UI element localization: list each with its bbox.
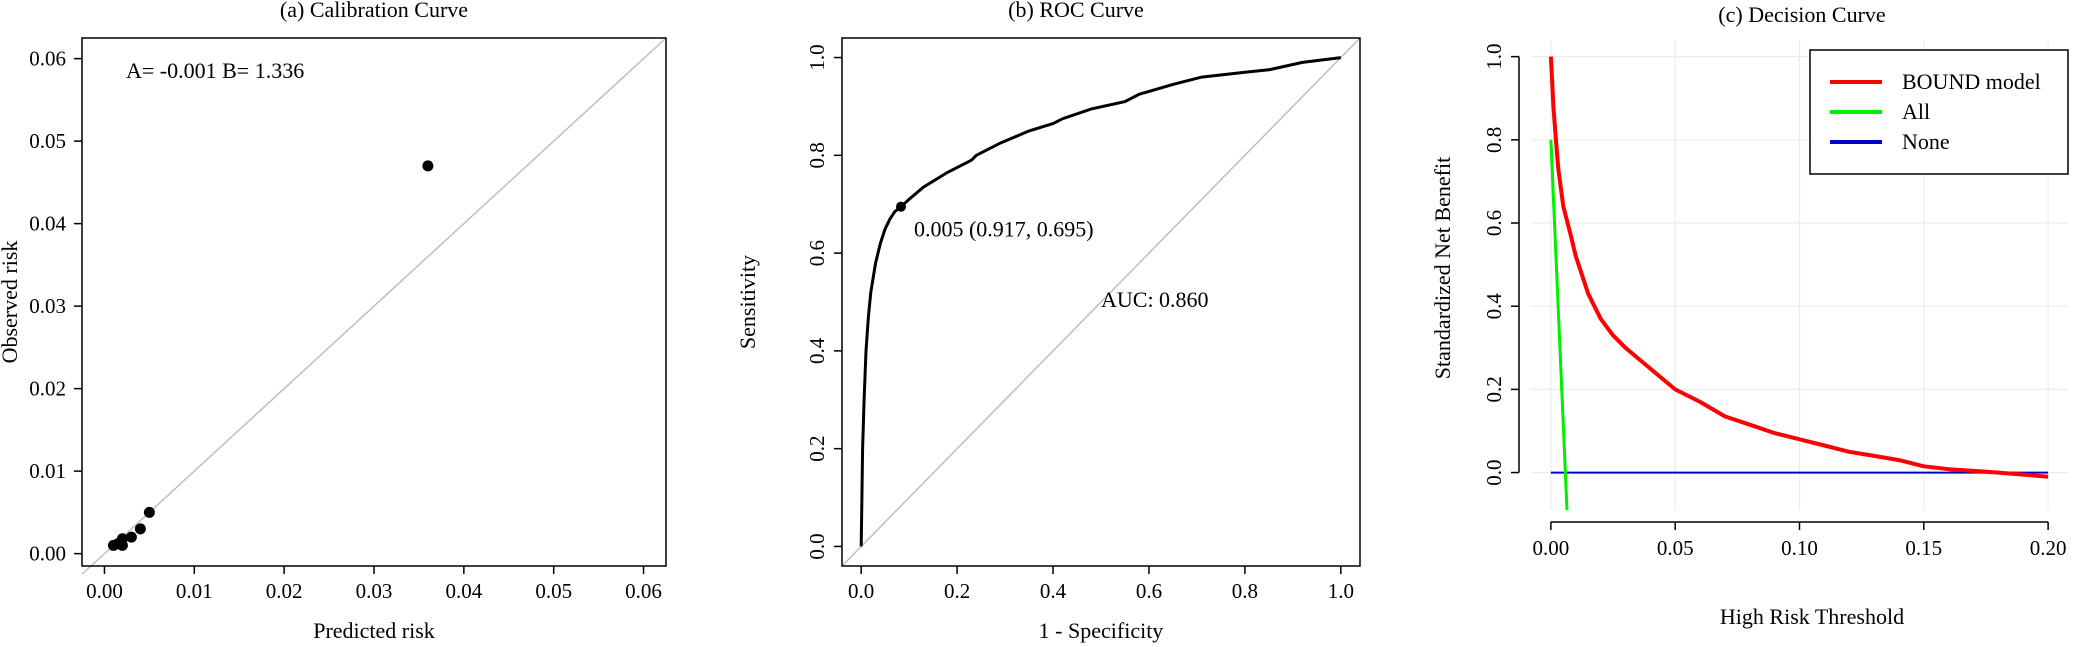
- calibration-xtick-label: 0.01: [176, 579, 213, 603]
- calibration-points: [107, 160, 434, 551]
- decision-ytick-label: 0.0: [1482, 459, 1506, 485]
- decision-ylabel: Standardized Net Benefit: [1430, 157, 1455, 379]
- decision-series: [1548, 56, 2049, 511]
- roc-y-axis: 0.0 0.2 0.4 0.6 0.8 1.0: [805, 44, 842, 560]
- calibration-xlabel: Predicted risk: [313, 618, 435, 643]
- calibration-xtick-label: 0.05: [535, 579, 572, 603]
- roc-xtick-label: 0.4: [1040, 579, 1067, 603]
- decision-ytick-label: 0.6: [1482, 210, 1506, 236]
- decision-xtick-label: 0.00: [1533, 536, 1570, 560]
- roc-curve-line-0: [859, 56, 1341, 547]
- roc-ytick-label: 0.2: [805, 436, 829, 462]
- roc-ytick-label: 0.0: [805, 533, 829, 559]
- decision-legend-label: BOUND model: [1902, 69, 2041, 94]
- roc-xlabel: 1 - Specificity: [1039, 618, 1164, 643]
- roc-reference-line: [841, 37, 1361, 567]
- calibration-ytick-label: 0.03: [29, 294, 66, 318]
- calibration-point-6: [143, 506, 155, 518]
- calibration-ytick-label: 0.06: [29, 47, 66, 71]
- roc-xtick-label: 0.2: [944, 579, 970, 603]
- calibration-ytick-label: 0.01: [29, 459, 66, 483]
- calibration-x-axis: 0.00 0.01 0.02 0.03 0.04 0.05 0.06: [86, 566, 662, 603]
- decision-ytick-label: 0.8: [1482, 127, 1506, 153]
- calibration-point-5: [134, 523, 146, 535]
- roc-panel: (b) ROC Curve 0.0 0.2 0.4 0.6 0.8 1.0 0.00.20…: [735, 0, 1361, 643]
- calibration-plot-frame: [81, 37, 667, 567]
- decision-legend-label: All: [1902, 99, 1930, 124]
- calibration-title: (a) Calibration Curve: [280, 0, 468, 22]
- decision-ytick-label: 0.4: [1482, 293, 1506, 320]
- roc-xtick-label: 0.8: [1232, 579, 1258, 603]
- decision-xlabel: High Risk Threshold: [1720, 604, 1904, 629]
- calibration-ytick-label: 0.05: [29, 129, 66, 153]
- roc-diagonal: [841, 37, 1361, 567]
- decision-xtick-label: 0.10: [1781, 536, 1818, 560]
- roc-xtick-label: 0.6: [1136, 579, 1162, 603]
- calibration-ytick-label: 0.00: [29, 542, 66, 566]
- roc-title: (b) ROC Curve: [1008, 0, 1144, 22]
- decision-xtick-label: 0.05: [1657, 536, 1694, 560]
- roc-xtick-label: 1.0: [1328, 579, 1354, 603]
- roc-threshold-point: [895, 201, 906, 212]
- calibration-point-3: [116, 533, 128, 545]
- decision-legend: BOUND model All None: [1809, 49, 2069, 175]
- roc-auc-label: AUC: 0.860: [1101, 287, 1209, 312]
- roc-xtick-label: 0.0: [848, 579, 874, 603]
- decision-title: (c) Decision Curve: [1718, 2, 1885, 27]
- roc-ytick-label: 0.6: [805, 240, 829, 266]
- decision-series-all: [1549, 139, 1569, 511]
- calibration-ylabel: Observed risk: [0, 241, 22, 364]
- calibration-xtick-label: 0.04: [445, 579, 482, 603]
- decision-ytick-label: 1.0: [1482, 44, 1506, 70]
- decision-xtick-label: 0.20: [2030, 536, 2067, 560]
- roc-curve: [859, 56, 1341, 547]
- calibration-diagonal: [81, 37, 667, 575]
- roc-ytick-label: 0.4: [805, 337, 829, 364]
- roc-threshold-label: 0.005 (0.917, 0.695): [914, 217, 1094, 242]
- calibration-annotation: A= -0.001 B= 1.336: [126, 58, 304, 83]
- calibration-ytick-label: 0.04: [29, 212, 66, 236]
- roc-ylabel: Sensitivity: [735, 255, 760, 349]
- decision-y-axis: 0.0 0.2 0.4 0.6 0.8 1.0: [1482, 44, 1520, 486]
- calibration-xtick-label: 0.02: [266, 579, 303, 603]
- calibration-point-4: [125, 531, 137, 543]
- decision-x-axis: 0.00 0.05 0.10 0.15 0.20: [1533, 521, 2067, 560]
- roc-threshold-marker: [895, 201, 906, 212]
- calibration-point-7: [422, 160, 434, 172]
- calibration-xtick-label: 0.03: [356, 579, 393, 603]
- calibration-panel: (a) Calibration Curve 0.00 0.01 0.02 0.03 0.…: [0, 0, 667, 643]
- roc-plot-frame: [841, 37, 1361, 567]
- decision-xtick-label: 0.15: [1905, 536, 1942, 560]
- roc-x-axis: 0.0 0.2 0.4 0.6 0.8 1.0: [848, 566, 1354, 603]
- calibration-ytick-label: 0.02: [29, 377, 66, 401]
- calibration-reference-line: [81, 37, 667, 575]
- calibration-xtick-label: 0.06: [625, 579, 662, 603]
- decision-series-bound-model: [1548, 56, 2049, 479]
- decision-legend-label: None: [1902, 129, 1950, 154]
- decision-panel: (c) Decision Curve 0.00 0.05 0.10 0.15 0.20 …: [1430, 2, 2069, 629]
- roc-ytick-label: 0.8: [805, 142, 829, 168]
- roc-ytick-label: 1.0: [805, 44, 829, 70]
- calibration-xtick-label: 0.00: [86, 579, 123, 603]
- decision-ytick-label: 0.2: [1482, 376, 1506, 402]
- calibration-y-axis: 0.00 0.01 0.02 0.03 0.04 0.05 0.06: [29, 47, 82, 566]
